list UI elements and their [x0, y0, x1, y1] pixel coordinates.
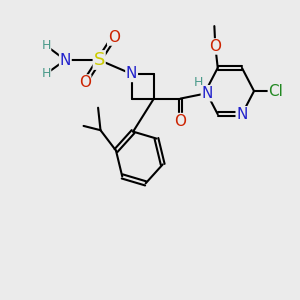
Text: H: H — [41, 68, 51, 80]
Text: H: H — [194, 76, 204, 89]
Text: N: N — [60, 52, 71, 68]
Text: N: N — [236, 107, 248, 122]
Text: O: O — [79, 75, 91, 90]
Text: O: O — [175, 114, 187, 129]
Text: O: O — [108, 30, 120, 45]
Text: S: S — [94, 51, 105, 69]
Text: N: N — [126, 66, 137, 81]
Text: O: O — [209, 39, 221, 54]
Text: N: N — [201, 86, 213, 101]
Text: H: H — [41, 39, 51, 52]
Text: Cl: Cl — [268, 84, 283, 99]
